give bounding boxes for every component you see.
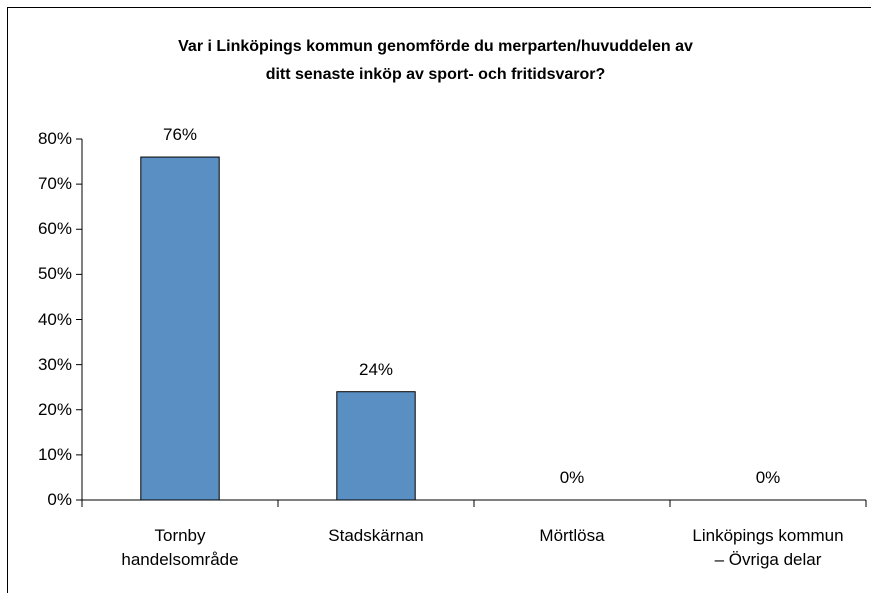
x-tick-label: Linköpings kommun – Övriga delar [692, 526, 844, 569]
chart-border [7, 7, 871, 593]
data-label: 0% [755, 468, 781, 487]
bar [140, 156, 220, 501]
data-label: 0% [559, 468, 585, 487]
data-label: 24% [358, 359, 394, 379]
y-tick-label: 20% [37, 399, 72, 419]
x-tick-label: Stadskärnan [328, 526, 424, 545]
bar [336, 391, 416, 501]
x-tick-label: Tornby handelsområde [121, 526, 239, 569]
data-label: 76% [162, 125, 198, 145]
y-tick-label: 80% [37, 129, 72, 148]
y-tick-label: 50% [37, 264, 72, 284]
chart-title: Var i Linköpings kommun genomförde du me… [178, 38, 693, 83]
y-tick-label: 10% [37, 444, 72, 464]
y-tick-label: 60% [37, 219, 72, 239]
x-tick-label: Mörtlösa [539, 526, 605, 545]
y-tick-label: 70% [37, 174, 72, 194]
y-tick-label: 30% [37, 354, 72, 374]
y-tick-label: 0% [47, 490, 72, 509]
y-tick-label: 40% [37, 309, 72, 329]
